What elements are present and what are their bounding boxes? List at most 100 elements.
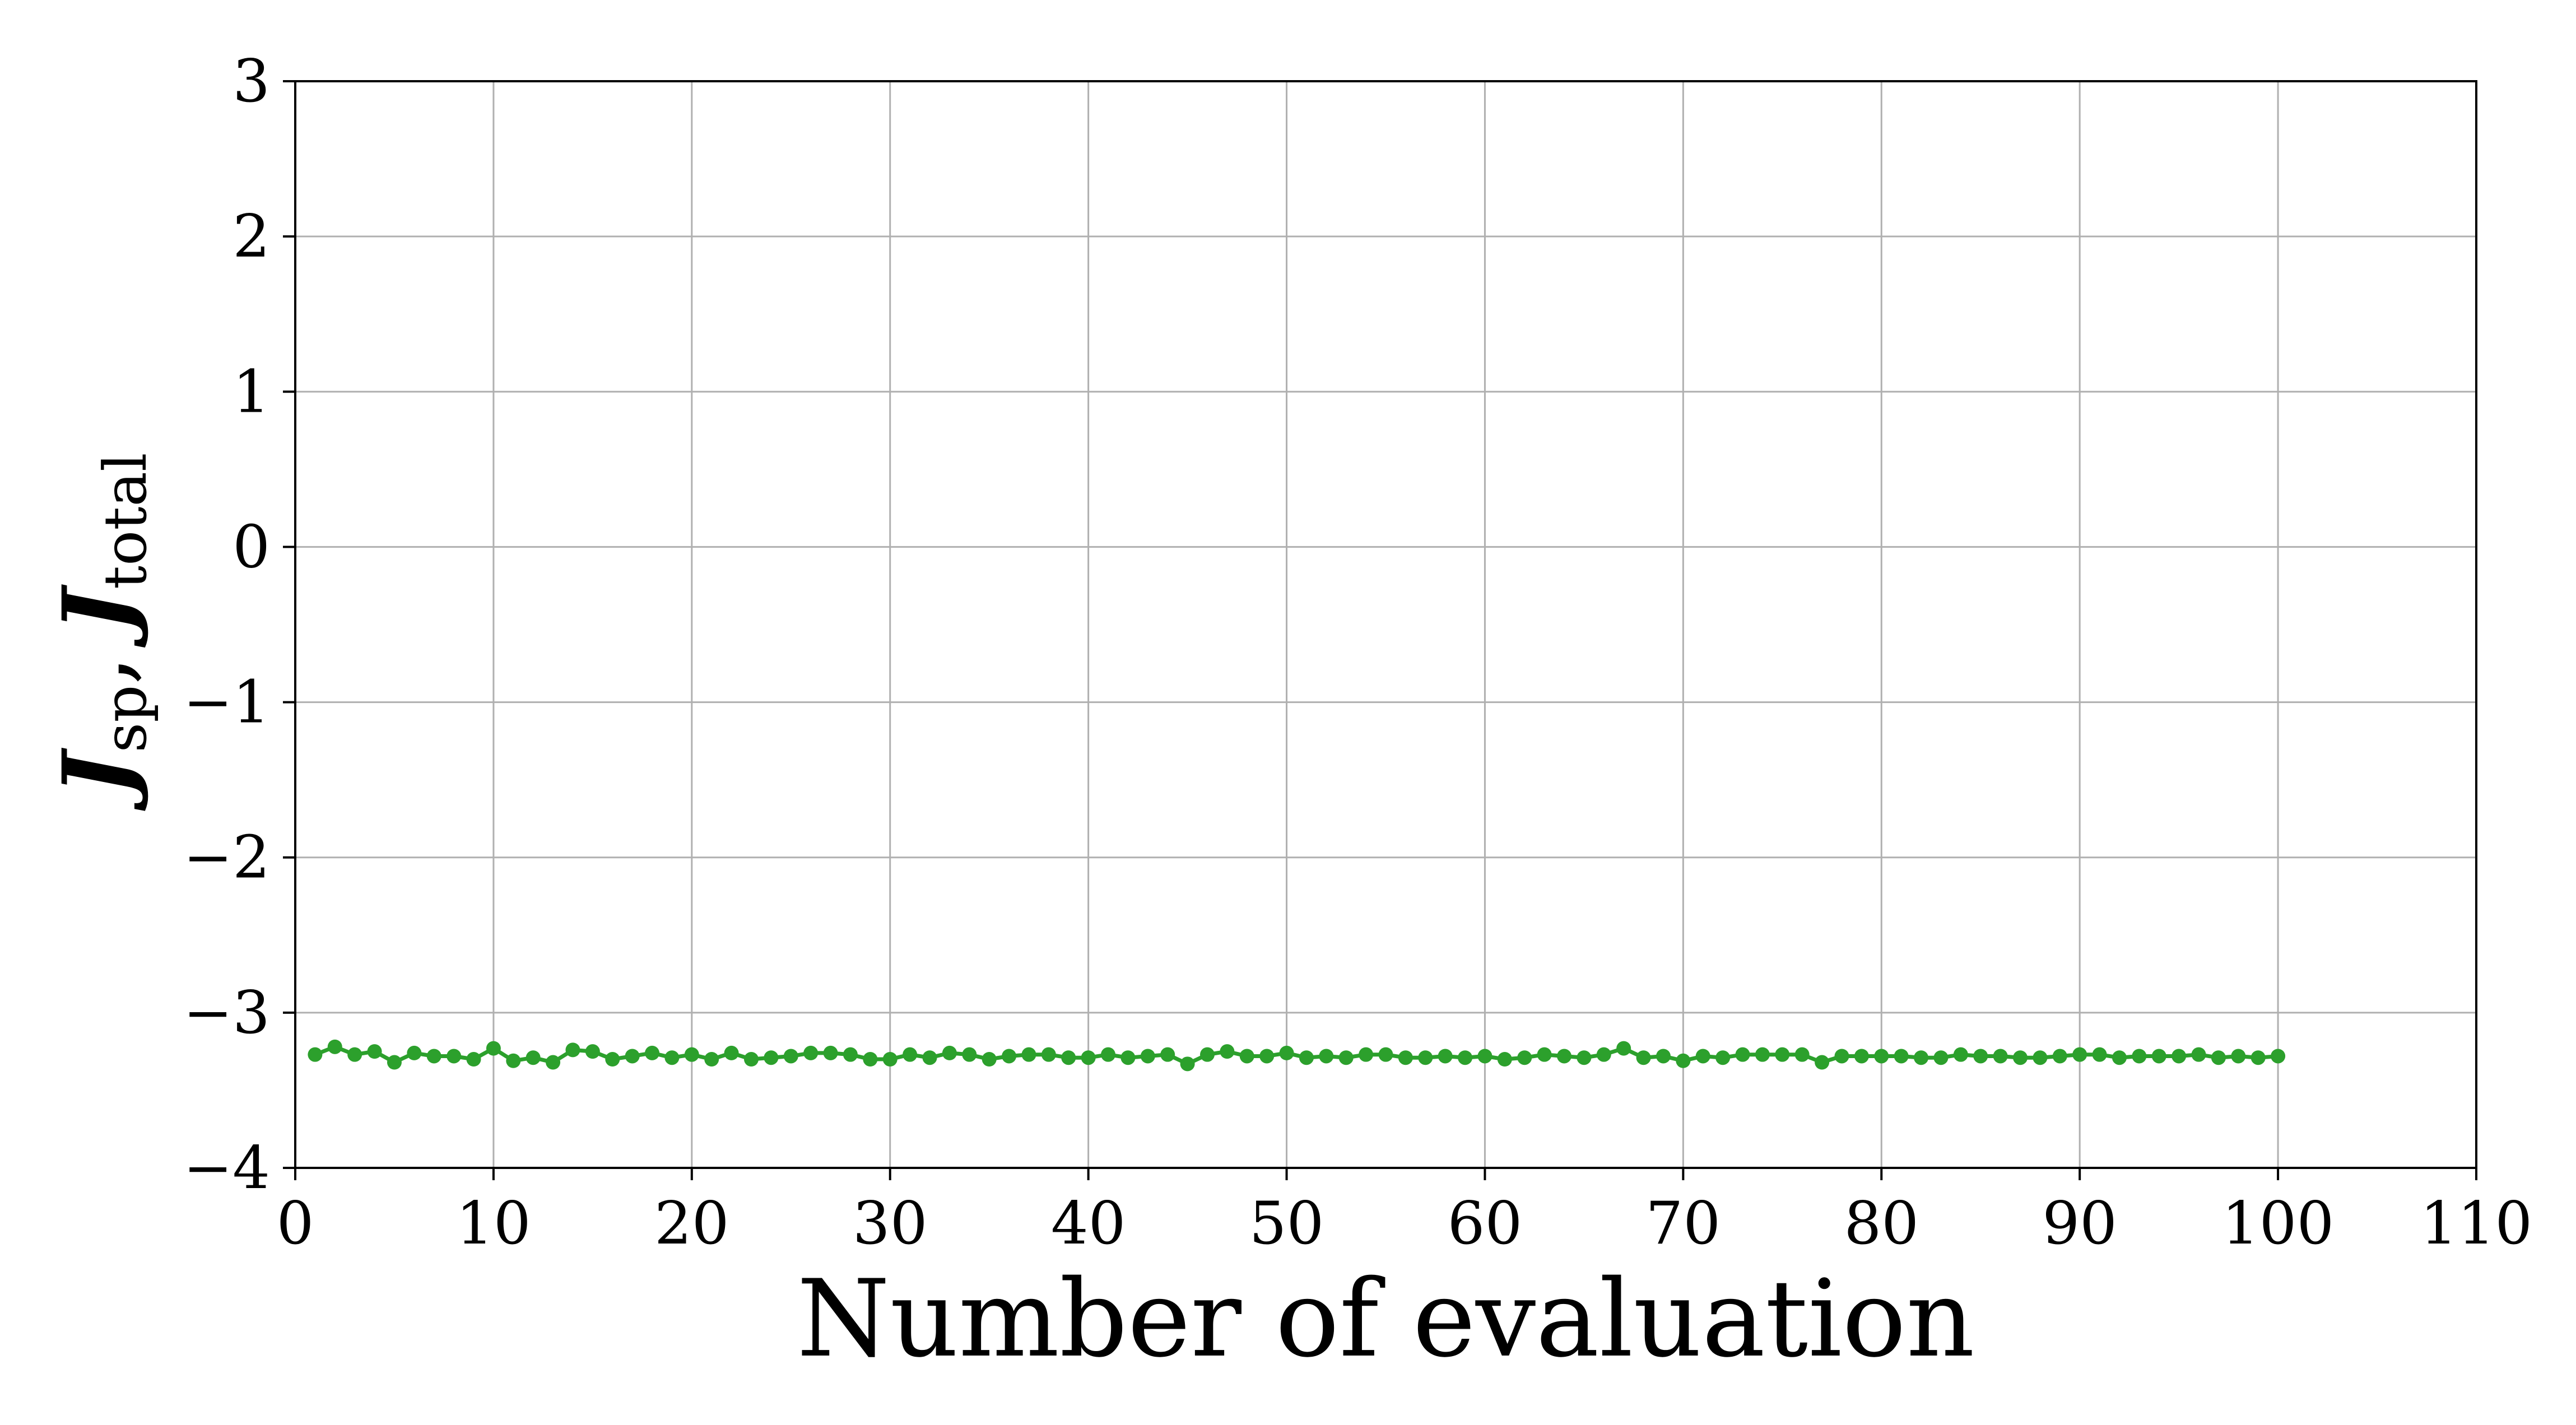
x-tick-label: 80 (1844, 1189, 1919, 1258)
data-point (1458, 1050, 1473, 1065)
data-point (426, 1049, 441, 1064)
data-point (1735, 1047, 1750, 1062)
data-point (724, 1045, 739, 1060)
data-point (1081, 1050, 1096, 1065)
data-point (2052, 1049, 2067, 1064)
data-point (1359, 1047, 1374, 1062)
data-point (2271, 1049, 2286, 1064)
data-point (585, 1044, 600, 1059)
data-point (1398, 1050, 1413, 1065)
data-point (546, 1055, 561, 1070)
data-point (1199, 1047, 1215, 1062)
y-tick-label: −4 (183, 1134, 270, 1202)
data-point (1676, 1053, 1691, 1068)
data-point (625, 1049, 640, 1064)
data-point (1715, 1050, 1731, 1065)
data-point (783, 1049, 798, 1064)
data-point (2013, 1050, 2028, 1065)
data-point (407, 1045, 422, 1060)
data-point (486, 1041, 501, 1056)
data-point (2211, 1050, 2226, 1065)
data-point (704, 1052, 719, 1067)
data-point (803, 1045, 819, 1060)
y-tick-label: 2 (233, 202, 270, 271)
data-point (2191, 1047, 2206, 1062)
data-point (2072, 1047, 2087, 1062)
x-tick-label: 20 (654, 1189, 729, 1258)
x-tick-label: 60 (1448, 1189, 1523, 1258)
y-axis-separator: , (43, 655, 151, 684)
data-point (1299, 1050, 1314, 1065)
data-series (308, 1039, 2286, 1072)
data-point (1021, 1047, 1036, 1062)
data-point (1794, 1047, 1810, 1062)
data-point (1537, 1047, 1552, 1062)
data-point (2151, 1049, 2166, 1064)
data-point (1319, 1049, 1334, 1064)
x-tick-label: 100 (2222, 1189, 2334, 1258)
y-tick-label: 1 (233, 357, 270, 426)
data-point (1002, 1049, 1017, 1064)
data-point (1854, 1049, 1869, 1064)
data-point (1993, 1049, 2008, 1064)
axis-ticks (283, 80, 2477, 1180)
data-point (1180, 1056, 1195, 1072)
x-tick-label: 70 (1646, 1189, 1721, 1258)
data-point (347, 1047, 362, 1062)
data-point (1378, 1047, 1393, 1062)
data-point (1596, 1047, 1611, 1062)
data-point (2033, 1050, 2048, 1065)
data-point (1815, 1055, 1830, 1070)
data-point (1636, 1050, 1651, 1065)
x-tick-label: 10 (456, 1189, 531, 1258)
y-tick-label: 3 (233, 47, 270, 115)
data-point (882, 1052, 898, 1067)
x-axis-label: Number of evaluation (797, 1257, 1975, 1381)
data-point (526, 1050, 541, 1065)
data-point (2092, 1047, 2107, 1062)
data-point (2250, 1050, 2266, 1065)
data-point (2112, 1050, 2127, 1065)
y-axis-subscript-sp: sp (91, 685, 160, 753)
x-tick-label: 50 (1249, 1189, 1324, 1258)
data-point (1338, 1050, 1354, 1065)
data-point (1557, 1049, 1572, 1064)
data-point (1695, 1049, 1710, 1064)
data-point (982, 1052, 997, 1067)
data-point (1517, 1050, 1532, 1065)
data-point (447, 1049, 462, 1064)
y-tick-label: 0 (233, 513, 270, 581)
series-line (314, 1045, 2279, 1066)
data-point (1477, 1049, 1492, 1064)
data-point (764, 1050, 779, 1065)
data-point (1061, 1050, 1076, 1065)
data-point (1279, 1045, 1294, 1060)
data-point (1616, 1041, 1631, 1056)
data-point (1933, 1050, 1949, 1065)
plot-frame (294, 80, 2477, 1169)
data-point (684, 1047, 699, 1062)
data-point (565, 1042, 580, 1058)
data-point (1953, 1047, 1968, 1062)
y-tick-label: −1 (183, 668, 270, 737)
data-point (1656, 1049, 1671, 1064)
data-point (962, 1047, 977, 1062)
data-point (327, 1039, 342, 1054)
data-point (1914, 1050, 1929, 1065)
data-point (1775, 1047, 1790, 1062)
x-tick-label: 0 (277, 1189, 314, 1258)
data-point (1160, 1047, 1175, 1062)
data-point (1220, 1044, 1235, 1059)
data-point (823, 1045, 838, 1060)
data-point (843, 1047, 858, 1062)
data-point (2132, 1049, 2147, 1064)
data-point (903, 1047, 918, 1062)
data-point (1894, 1049, 1909, 1064)
data-point (645, 1045, 660, 1060)
data-point (664, 1050, 680, 1065)
data-point (1259, 1049, 1275, 1064)
data-point (1418, 1050, 1433, 1065)
x-tick-label: 90 (2042, 1189, 2117, 1258)
x-tick-label: 110 (2420, 1189, 2532, 1258)
data-point (1101, 1047, 1116, 1062)
